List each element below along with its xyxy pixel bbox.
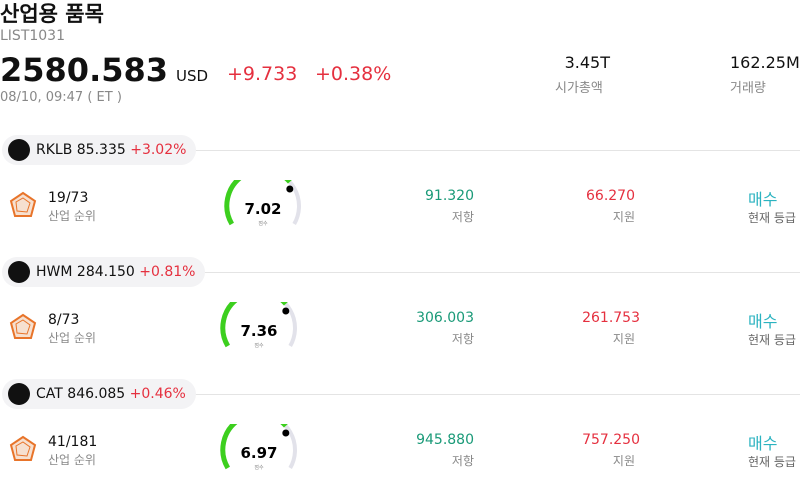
score-label: 점수 [258,220,268,227]
currency: USD [176,67,209,85]
rank-icon [9,313,37,339]
logo [8,383,30,405]
ticker: CAT [36,386,63,402]
rank-label: 산업 순위 [48,331,96,345]
change-percent: +0.38% [315,63,392,85]
support: 261.753 [582,310,640,326]
title: 산업용 품목 [0,2,104,26]
stock-chip[interactable]: CAT 846.085 +0.46% [2,379,196,409]
rank: 19/73 [48,190,89,206]
rating: 매수 [748,434,778,453]
stock-price: 85.335 [76,142,126,158]
resistance-label: 저항 [451,454,474,468]
resistance: 91.320 [425,188,474,204]
divider [190,272,800,273]
stat-value: 3.45T [564,53,610,72]
rating-label: 현재 등급 [748,333,796,347]
change: +9.733 [227,63,298,85]
support-label: 지원 [612,210,635,224]
ticker: HWM [36,264,73,280]
price: 2580.583 [0,51,169,89]
resistance-label: 저항 [451,332,474,346]
support-label: 지원 [612,454,635,468]
support: 757.250 [582,432,640,448]
stat-value: 162.25M [730,53,800,72]
timestamp: 08/10, 09:47 ( ET ) [0,90,122,105]
divider [190,150,800,151]
rank-icon [9,191,37,217]
resistance: 945.880 [416,432,474,448]
logo [8,261,30,283]
rank: 41/181 [48,434,98,450]
rank: 8/73 [48,312,80,328]
rank-label: 산업 순위 [48,453,96,467]
stock-price: 284.150 [76,264,135,280]
support: 66.270 [586,188,635,204]
score-gauge: 7.36 점수 [220,302,297,349]
support-label: 지원 [612,332,635,346]
score: 7.36 [240,322,277,340]
score-label: 점수 [254,342,264,349]
resistance: 306.003 [416,310,474,326]
rating: 매수 [748,312,778,331]
rating: 매수 [748,190,778,209]
score-gauge: 7.02 점수 [224,180,301,227]
score: 7.02 [244,200,281,218]
ticker: RKLB [36,142,73,158]
stock-change: +0.81% [139,264,196,280]
stock-chip[interactable]: HWM 284.150 +0.81% [2,257,206,287]
stat-label: 시가총액 [555,81,603,96]
logo [8,139,30,161]
stock-change: +3.02% [130,142,187,158]
rank-icon [9,435,37,461]
score-gauge: 6.97 점수 [220,424,297,471]
stock-price: 846.085 [67,386,126,402]
score: 6.97 [240,444,277,462]
stat-label: 거래량 [730,81,766,96]
rank-label: 산업 순위 [48,209,96,223]
stock-chip[interactable]: RKLB 85.335 +3.02% [2,135,197,165]
resistance-label: 저항 [451,210,474,224]
index-code: LIST1031 [0,28,65,44]
rating-label: 현재 등급 [748,211,796,225]
rating-label: 현재 등급 [748,455,796,469]
score-label: 점수 [254,464,264,471]
divider [190,394,800,395]
stock-change: +0.46% [129,386,186,402]
